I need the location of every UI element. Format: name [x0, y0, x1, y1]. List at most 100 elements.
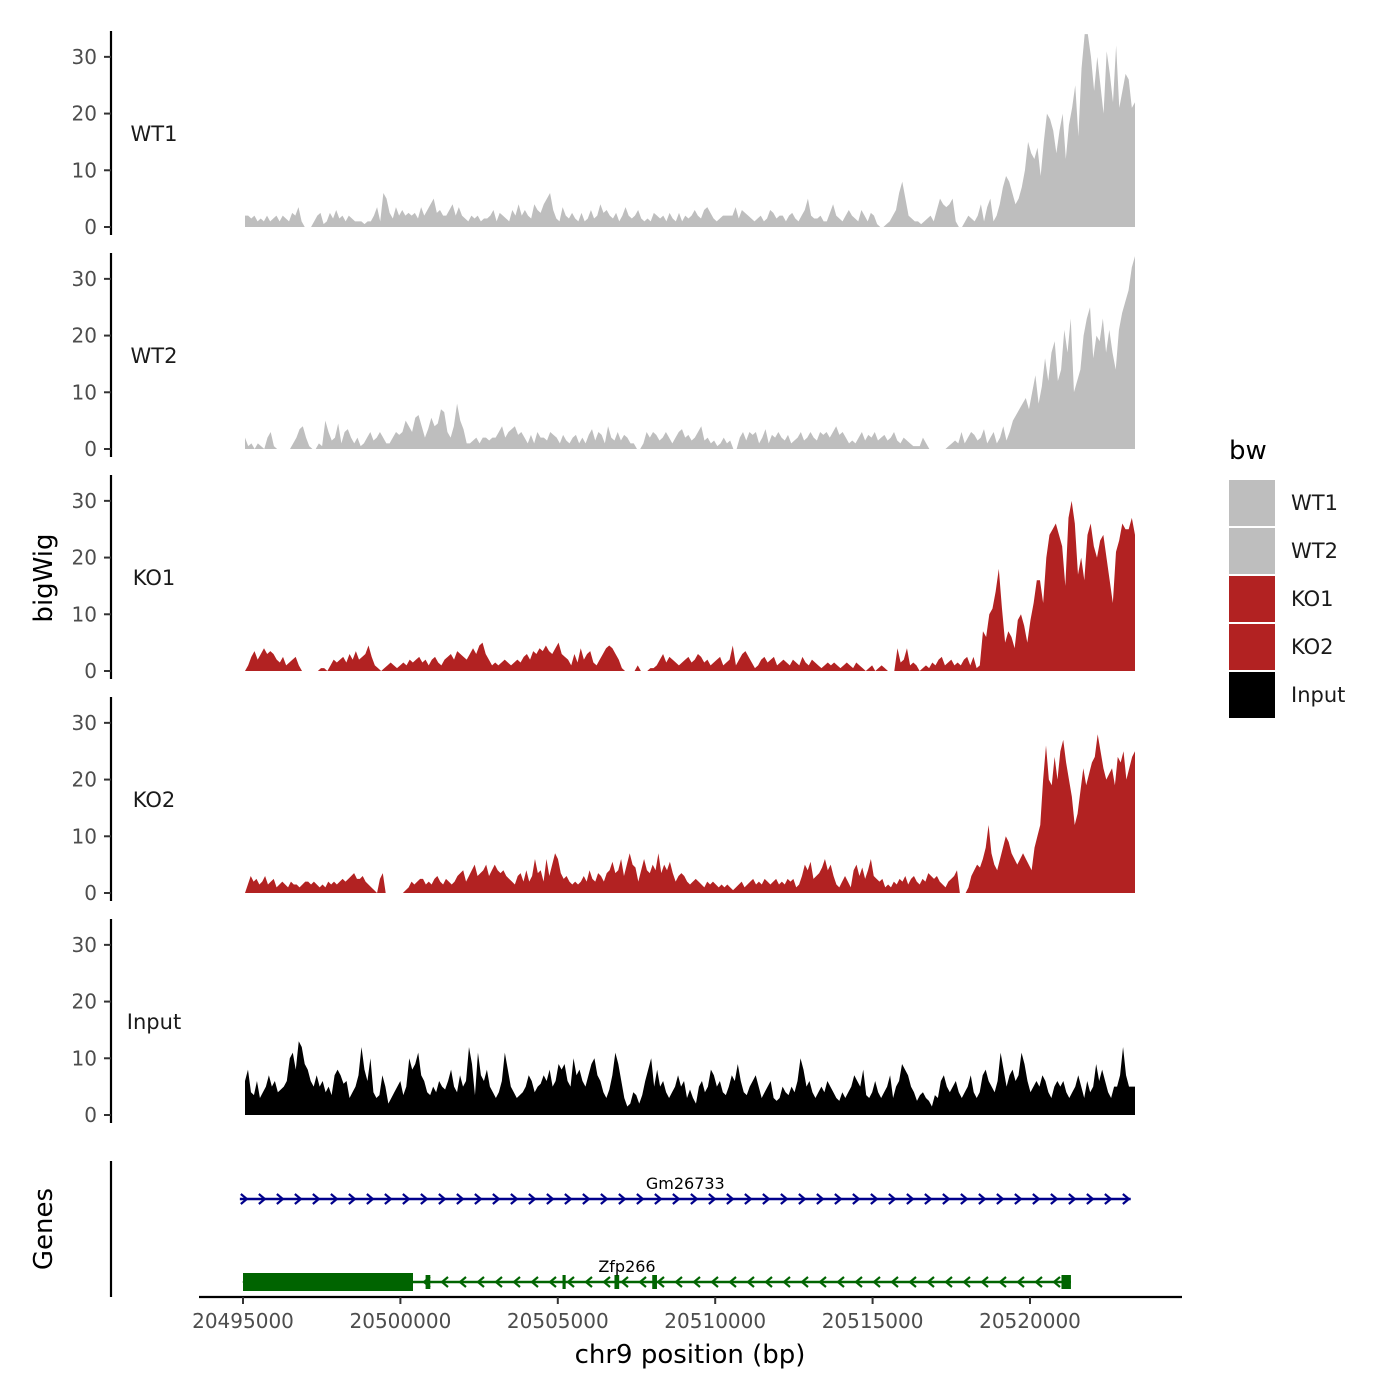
strand-arrow: [294, 1193, 303, 1205]
strand-arrow: [762, 1193, 771, 1205]
genes-panel: Genes Gm26733 Zfp266: [29, 1161, 1131, 1297]
track-label: WT2: [131, 344, 178, 368]
coverage-area-ko1: [245, 500, 1135, 671]
legend-swatch-input: [1229, 672, 1275, 718]
x-tick-label: 20500000: [350, 1309, 452, 1333]
strand-arrow: [998, 1276, 1007, 1288]
exon: [1061, 1275, 1071, 1289]
track-ko1: 0 10 20 30 KO1: [72, 475, 1135, 683]
y-tick-label: 20: [72, 324, 97, 348]
strand-arrow: [1104, 1193, 1113, 1205]
strand-arrow: [512, 1276, 521, 1288]
strand-arrow: [654, 1193, 663, 1205]
strand-arrow: [474, 1193, 483, 1205]
strand-arrow: [872, 1276, 881, 1288]
strand-arrow: [746, 1276, 755, 1288]
strand-arrow: [888, 1193, 897, 1205]
y-tick-label: 30: [72, 45, 97, 69]
strand-arrow: [996, 1193, 1005, 1205]
legend-swatch-ko1: [1229, 576, 1275, 622]
strand-arrow: [924, 1193, 933, 1205]
legend-label: WT2: [1291, 539, 1338, 563]
strand-arrow: [618, 1193, 627, 1205]
x-tick-label: 20505000: [507, 1309, 609, 1333]
strand-arrow: [908, 1276, 917, 1288]
strand-arrow: [636, 1193, 645, 1205]
strand-arrow: [890, 1276, 899, 1288]
strand-arrow: [258, 1193, 267, 1205]
y-tick-label: 20: [72, 990, 97, 1014]
strand-arrow: [1052, 1276, 1061, 1288]
strand-arrow: [690, 1193, 699, 1205]
coverage-area-ko2: [245, 734, 1135, 893]
strand-arrow: [780, 1193, 789, 1205]
legend-swatch-wt1: [1229, 480, 1275, 526]
strand-arrow: [530, 1276, 539, 1288]
y-tick-label: 10: [72, 1046, 97, 1070]
x-ticks: 20495000 20500000 20505000 20510000 20515000…: [192, 1297, 1081, 1333]
exon: [243, 1273, 413, 1291]
strand-arrow: [564, 1193, 573, 1205]
legend-label: Input: [1291, 683, 1345, 707]
strand-arrow: [494, 1276, 503, 1288]
strand-arrow: [402, 1193, 411, 1205]
y-tick-label: 30: [72, 267, 97, 291]
coverage-area-wt1: [245, 34, 1135, 227]
y-tick-label: 10: [72, 824, 97, 848]
strand-arrow: [456, 1193, 465, 1205]
y-tick-label: 0: [84, 437, 97, 461]
strand-arrow: [312, 1193, 321, 1205]
strand-arrow: [852, 1193, 861, 1205]
strand-arrow: [492, 1193, 501, 1205]
strand-arrow: [854, 1276, 863, 1288]
strand-arrow: [798, 1193, 807, 1205]
strand-arrow: [582, 1193, 591, 1205]
track-label: KO2: [133, 788, 176, 812]
y-tick-label: 10: [72, 602, 97, 626]
coverage-area-input: [245, 1041, 1135, 1115]
strand-arrow: [366, 1193, 375, 1205]
strand-arrow: [1014, 1193, 1023, 1205]
track-label: KO1: [133, 566, 176, 590]
strand-arrow: [1016, 1276, 1025, 1288]
strand-arrow: [782, 1276, 791, 1288]
strand-arrow: [384, 1193, 393, 1205]
strand-arrow: [834, 1193, 843, 1205]
x-tick-label: 20515000: [822, 1309, 924, 1333]
coverage-tracks: 0 10 20 30 WT1 0 10 20 30 WT2 0 10 20 30 KO1 0 10 20 30 KO2…: [72, 31, 1135, 1127]
strand-arrow: [438, 1193, 447, 1205]
strand-arrow: [420, 1193, 429, 1205]
strand-arrow: [528, 1193, 537, 1205]
y-tick-label: 30: [72, 933, 97, 957]
legend-swatch-ko2: [1229, 624, 1275, 670]
strand-arrow: [1050, 1193, 1059, 1205]
strand-arrow: [816, 1193, 825, 1205]
track-label: WT1: [131, 122, 178, 146]
strand-arrow: [728, 1276, 737, 1288]
strand-arrow: [674, 1276, 683, 1288]
y-tick-label: 20: [72, 546, 97, 570]
strand-arrow: [818, 1276, 827, 1288]
strand-arrow: [942, 1193, 951, 1205]
strand-arrow: [638, 1276, 647, 1288]
legend: bw WT1 WT2 KO1 KO2 Input: [1229, 436, 1345, 718]
x-axis-title: chr9 position (bp): [575, 1340, 806, 1370]
strand-arrow: [330, 1193, 339, 1205]
gene-label: Gm26733: [646, 1174, 725, 1193]
strand-arrow: [476, 1276, 485, 1288]
strand-arrow: [348, 1193, 357, 1205]
strand-arrow: [744, 1193, 753, 1205]
legend-label: KO1: [1291, 587, 1334, 611]
strand-arrow: [978, 1193, 987, 1205]
strand-arrow: [870, 1193, 879, 1205]
y-tick-label: 30: [72, 489, 97, 513]
strand-arrow: [440, 1276, 449, 1288]
strand-arrow: [926, 1276, 935, 1288]
strand-arrow: [962, 1276, 971, 1288]
exon: [425, 1275, 431, 1289]
strand-arrow: [906, 1193, 915, 1205]
strand-arrow: [548, 1276, 557, 1288]
strand-arrow: [458, 1276, 467, 1288]
strand-arrow: [600, 1193, 609, 1205]
strand-arrow: [764, 1276, 773, 1288]
